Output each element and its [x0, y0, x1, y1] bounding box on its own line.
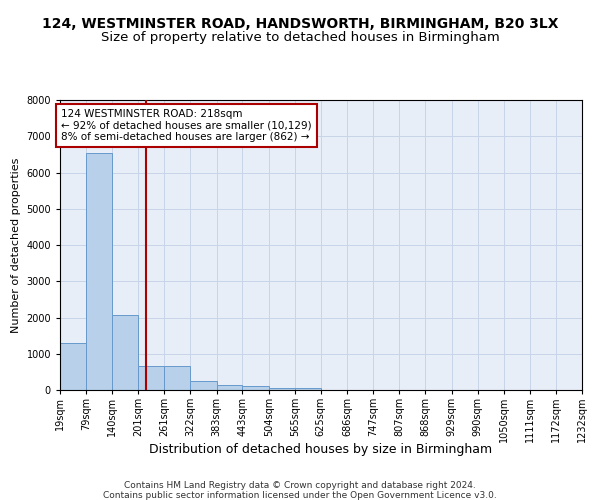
Bar: [164, 366, 190, 390]
Bar: [269, 388, 295, 390]
Text: 124, WESTMINSTER ROAD, HANDSWORTH, BIRMINGHAM, B20 3LX: 124, WESTMINSTER ROAD, HANDSWORTH, BIRMI…: [42, 18, 558, 32]
Bar: [190, 381, 217, 390]
Bar: [86, 152, 112, 390]
Bar: [112, 314, 139, 390]
Text: Size of property relative to detached houses in Birmingham: Size of property relative to detached ho…: [101, 31, 499, 44]
Text: Contains HM Land Registry data © Crown copyright and database right 2024.: Contains HM Land Registry data © Crown c…: [124, 481, 476, 490]
Bar: [217, 386, 242, 390]
Bar: [60, 343, 86, 390]
Text: 124 WESTMINSTER ROAD: 218sqm
← 92% of detached houses are smaller (10,129)
8% of: 124 WESTMINSTER ROAD: 218sqm ← 92% of de…: [61, 109, 311, 142]
Bar: [295, 388, 321, 390]
Text: Contains public sector information licensed under the Open Government Licence v3: Contains public sector information licen…: [103, 491, 497, 500]
Bar: [242, 386, 269, 390]
Y-axis label: Number of detached properties: Number of detached properties: [11, 158, 21, 332]
Text: Distribution of detached houses by size in Birmingham: Distribution of detached houses by size …: [149, 442, 493, 456]
Bar: [139, 366, 164, 390]
